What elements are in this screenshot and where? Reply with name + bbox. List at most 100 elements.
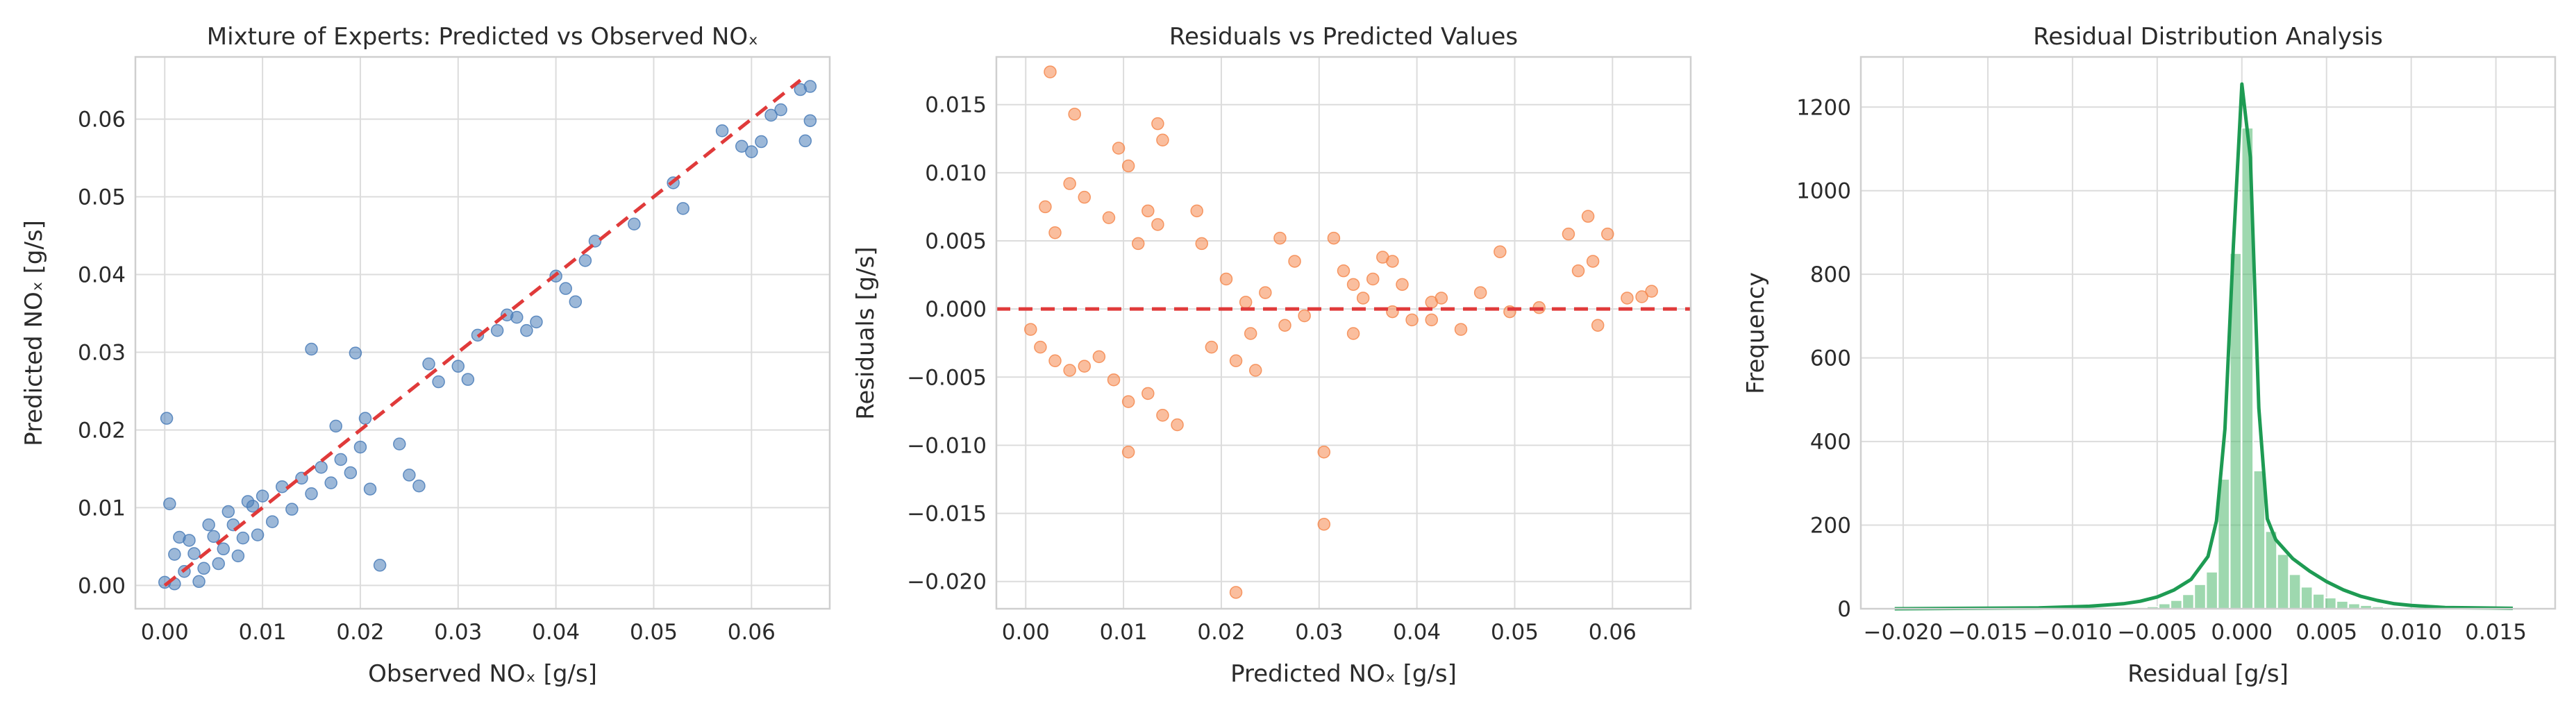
- scatter-point: [221, 505, 235, 519]
- histogram-bar: [2253, 470, 2266, 609]
- scatter-point: [1386, 305, 1399, 319]
- scatter-point: [1048, 354, 1062, 367]
- scatter-point: [1621, 292, 1634, 305]
- scatter-point: [217, 542, 231, 556]
- scatter-point: [202, 518, 215, 532]
- y-tick-label: 0.005: [925, 229, 987, 254]
- scatter-point: [422, 357, 435, 371]
- scatter-point: [329, 419, 342, 433]
- scatter-point: [1298, 309, 1311, 323]
- scatter-point: [1454, 323, 1468, 336]
- scatter-point: [1141, 387, 1155, 401]
- histogram-bar: [2312, 593, 2325, 609]
- x-tick-label: 0.00: [141, 620, 189, 645]
- scatter-point: [1048, 226, 1062, 239]
- x-tick-label: −0.015: [1948, 620, 2028, 645]
- scatter-point: [183, 534, 196, 547]
- scatter-point: [1586, 255, 1600, 268]
- scatter-point: [715, 124, 729, 137]
- x-tick-label: 0.010: [2380, 620, 2442, 645]
- x-tick-label: −0.005: [2117, 620, 2197, 645]
- scatter-point: [1121, 446, 1135, 459]
- x-tick-labels-1: 0.00 0.01 0.02 0.03 0.04 0.05 0.06: [141, 620, 776, 645]
- histogram-bar: [2205, 571, 2218, 609]
- x-tick-label: 0.06: [1589, 620, 1637, 645]
- scatter-point: [432, 375, 445, 389]
- y-tick-label: 400: [1810, 430, 1851, 455]
- scatter-point: [628, 217, 641, 230]
- scatter-point: [168, 548, 181, 561]
- x-tick-label: 0.04: [1393, 620, 1441, 645]
- scatter-point: [231, 549, 245, 563]
- scatter-point: [358, 412, 372, 425]
- y-tick-label: 0.03: [78, 340, 126, 365]
- scatter-point: [1337, 264, 1350, 278]
- plot-frame-3: [1859, 56, 2557, 610]
- y-tick-label: −0.010: [907, 433, 987, 458]
- scatter-point: [578, 254, 592, 267]
- y-tick-label: 0.05: [78, 185, 126, 210]
- scatter-point: [1068, 108, 1081, 121]
- scatter-point: [569, 295, 583, 308]
- scatter-point: [798, 134, 812, 148]
- scatter-point: [1121, 159, 1135, 173]
- scatter-point: [1034, 340, 1047, 354]
- scatter-point: [1229, 586, 1243, 599]
- scatter-point: [305, 342, 318, 356]
- scatter-point: [559, 282, 572, 295]
- scatter-point: [1239, 296, 1253, 309]
- x-tick-label: 0.01: [1100, 620, 1148, 645]
- scatter-point: [393, 437, 406, 450]
- scatter-points-1: [158, 80, 817, 591]
- x-tick-labels-2: 0.00 0.01 0.02 0.03 0.04 0.05 0.06: [1002, 620, 1637, 645]
- histogram-bar: [2193, 584, 2207, 609]
- histogram-bar: [2336, 600, 2349, 609]
- scatter-point: [187, 547, 201, 560]
- scatter-point: [1229, 354, 1243, 367]
- scatter-point: [461, 373, 475, 386]
- y-axis-label-1: Predicted NOₓ [g/s]: [20, 220, 48, 446]
- plot-frame-2: [995, 56, 1692, 610]
- x-tick-label: 0.05: [1491, 620, 1539, 645]
- y-tick-label: 200: [1810, 514, 1851, 539]
- scatter-point: [212, 557, 225, 571]
- y-axis-label-2: Residuals [g/s]: [852, 246, 880, 419]
- y-tick-label: −0.020: [907, 570, 987, 595]
- kde-curve: [1894, 82, 2514, 611]
- y-tick-label: 0.04: [78, 263, 126, 288]
- scatter-point: [1571, 264, 1585, 278]
- scatter-point: [1063, 177, 1076, 190]
- x-tick-labels-3: −0.020 −0.015 −0.010 −0.005 0.000 0.005 0.010 0…: [1864, 620, 2527, 645]
- scatter-point: [163, 497, 176, 511]
- x-tick-label: 0.005: [2295, 620, 2357, 645]
- panel-residuals-vs-predicted: 0.00 0.01 0.02 0.03 0.04 0.05 0.06 −0.020 −0.01…: [852, 23, 1692, 688]
- panel-residual-distribution: −0.020 −0.015 −0.010 −0.005 0.000 0.005 0.010 0…: [1742, 23, 2557, 688]
- scatter-point: [1386, 255, 1399, 268]
- kde-curve-group: [1894, 82, 2514, 611]
- y-tick-label: 1000: [1796, 179, 1851, 204]
- x-tick-label: 0.03: [1295, 620, 1343, 645]
- y-tick-label: −0.005: [907, 365, 987, 390]
- scatter-point: [530, 315, 543, 329]
- y-tick-label: 0.000: [925, 297, 987, 322]
- chart-title-2: Residuals vs Predicted Values: [1169, 23, 1518, 51]
- plot-area-2: [996, 57, 1691, 609]
- scatter-point: [334, 453, 348, 466]
- scatter-point: [353, 440, 367, 454]
- scatter-point: [1356, 292, 1370, 305]
- chart-title-3: Residual Distribution Analysis: [2033, 23, 2383, 51]
- scatter-point: [1494, 245, 1507, 258]
- scatter-point: [412, 479, 426, 493]
- y-tick-label: 0.010: [925, 161, 987, 186]
- scatter-point: [1156, 409, 1169, 422]
- scatter-point: [305, 487, 318, 500]
- histogram-bar: [2182, 593, 2195, 609]
- y-tick-label: 600: [1810, 346, 1851, 371]
- scatter-point: [1151, 218, 1164, 231]
- scatter-point: [285, 503, 299, 516]
- scatter-point: [1092, 350, 1106, 364]
- scatter-point: [1366, 272, 1380, 286]
- scatter-point: [1121, 395, 1135, 408]
- scatter-point: [676, 202, 689, 215]
